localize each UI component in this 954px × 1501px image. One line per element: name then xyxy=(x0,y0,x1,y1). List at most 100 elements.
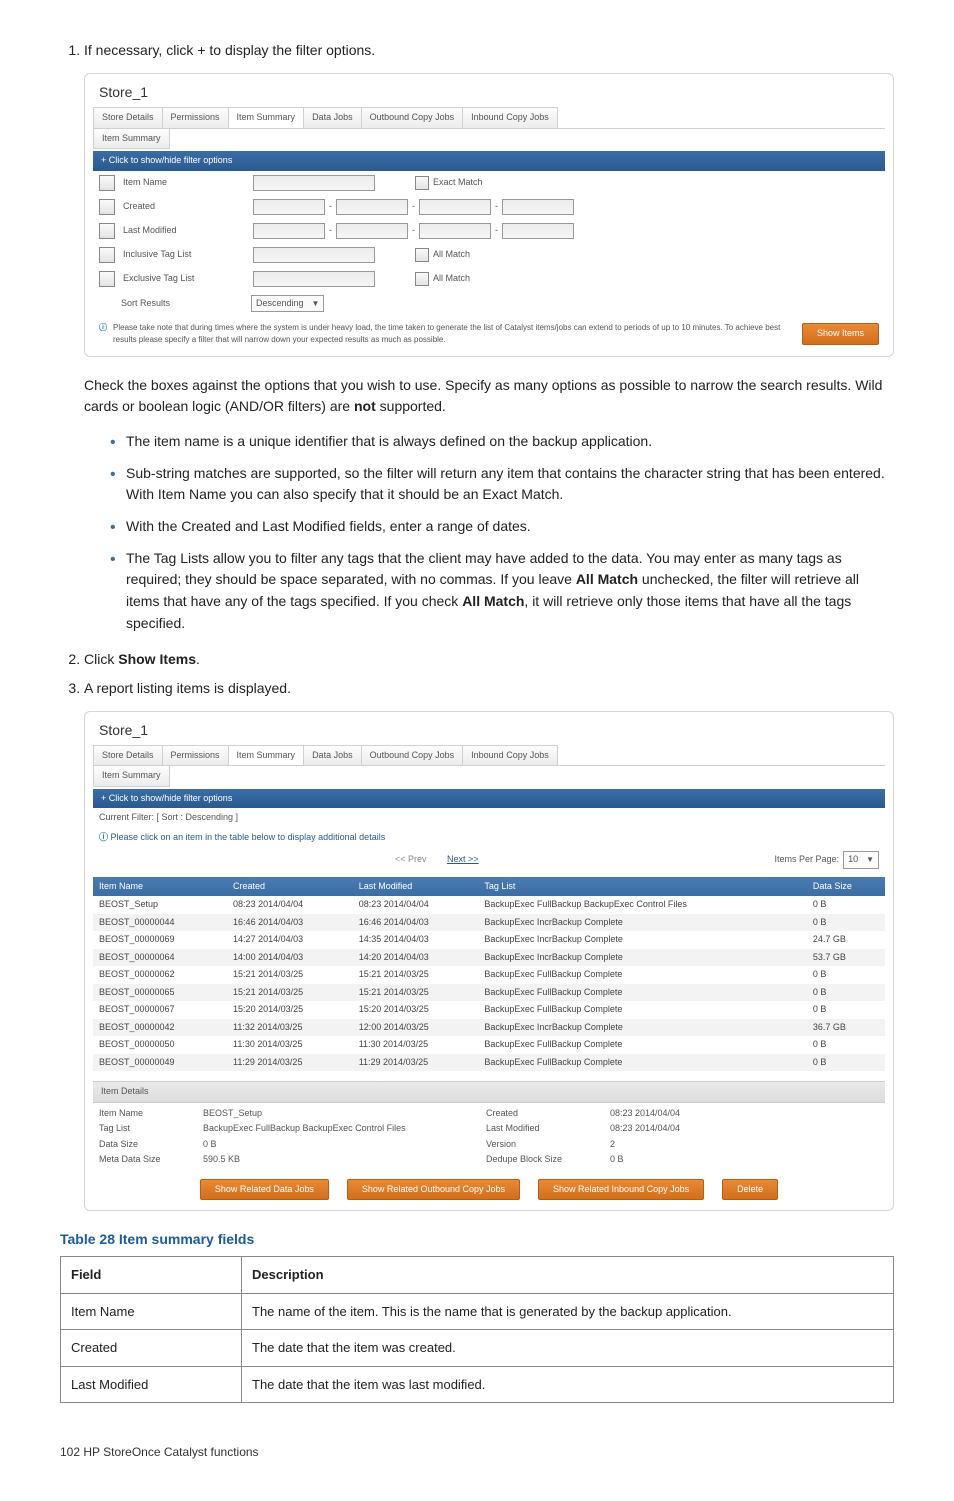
tab-outbound[interactable]: Outbound Copy Jobs xyxy=(362,107,464,128)
checkbox-inclusive-tags[interactable] xyxy=(99,247,115,263)
btn-related-outbound[interactable]: Show Related Outbound Copy Jobs xyxy=(347,1179,520,1201)
table-row[interactable]: BEOST_0000004416:46 2014/04/0316:46 2014… xyxy=(93,914,885,932)
table-cell: 08:23 2014/04/04 xyxy=(227,896,353,914)
th-item-name[interactable]: Item Name xyxy=(93,877,227,897)
th-created[interactable]: Created xyxy=(227,877,353,897)
table-caption: Table 28 Item summary fields xyxy=(60,1229,894,1250)
table-cell: 0 B xyxy=(807,896,885,914)
table-row[interactable]: BEOST_0000005011:30 2014/03/2511:30 2014… xyxy=(93,1036,885,1054)
input-created-from-d[interactable] xyxy=(253,199,325,215)
checkbox-exact-match[interactable] xyxy=(415,176,429,190)
table-cell: 24.7 GB xyxy=(807,931,885,949)
tab-permissions[interactable]: Permissions xyxy=(163,107,229,128)
table-row[interactable]: BEOST_0000006215:21 2014/03/2515:21 2014… xyxy=(93,966,885,984)
tab2-data-jobs[interactable]: Data Jobs xyxy=(304,745,362,766)
checkbox-item-name[interactable] xyxy=(99,175,115,191)
table-cell: BEOST_00000062 xyxy=(93,966,227,984)
tab-item-summary[interactable]: Item Summary xyxy=(229,107,305,128)
dl-data-size: Data Size xyxy=(99,1138,189,1152)
screenshot-items-report: Store_1 Store Details Permissions Item S… xyxy=(84,711,894,1212)
page-footer: 102 HP StoreOnce Catalyst functions xyxy=(60,1443,894,1461)
tab-row: Store Details Permissions Item Summary D… xyxy=(93,107,885,129)
input-inclusive-tags[interactable] xyxy=(253,247,375,263)
filter-row-sort: Sort Results Descending▼ xyxy=(93,291,885,317)
show-items-button[interactable]: Show Items xyxy=(802,323,879,345)
checkbox-last-modified[interactable] xyxy=(99,223,115,239)
table-row[interactable]: BEOST_0000006414:00 2014/04/0314:20 2014… xyxy=(93,949,885,967)
th-last-modified[interactable]: Last Modified xyxy=(353,877,479,897)
subtab2-item-summary[interactable]: Item Summary xyxy=(93,766,170,787)
filter-row-item-name: Item Name Exact Match xyxy=(93,171,885,195)
checkbox-exc-all-match[interactable] xyxy=(415,272,429,286)
table-row[interactable]: BEOST_Setup08:23 2014/04/0408:23 2014/04… xyxy=(93,896,885,914)
label-inc-all-match: All Match xyxy=(433,248,470,262)
input-exclusive-tags[interactable] xyxy=(253,271,375,287)
btn-related-inbound[interactable]: Show Related Inbound Copy Jobs xyxy=(538,1179,704,1201)
filter-toggle-bar[interactable]: + Click to show/hide filter options xyxy=(93,151,885,171)
items-per-page-select[interactable]: 10▼ xyxy=(843,851,879,869)
input-lm-from-t[interactable] xyxy=(336,223,408,239)
table-cell: BEOST_00000067 xyxy=(93,1001,227,1019)
dl-created: Created xyxy=(486,1107,596,1121)
tab-store-details[interactable]: Store Details xyxy=(93,107,163,128)
checkbox-exclusive-tags[interactable] xyxy=(99,271,115,287)
checkbox-inc-all-match[interactable] xyxy=(415,248,429,262)
table-cell: 36.7 GB xyxy=(807,1019,885,1037)
next-link[interactable]: Next >> xyxy=(447,854,479,864)
table-row[interactable]: BEOST_0000006715:20 2014/03/2515:20 2014… xyxy=(93,1001,885,1019)
input-created-from-t[interactable] xyxy=(336,199,408,215)
table-row[interactable]: BEOST_0000006914:27 2014/04/0314:35 2014… xyxy=(93,931,885,949)
dl-item-name: Item Name xyxy=(99,1107,189,1121)
tab2-store-details[interactable]: Store Details xyxy=(93,745,163,766)
input-created-to-t[interactable] xyxy=(502,199,574,215)
input-lm-to-d[interactable] xyxy=(419,223,491,239)
table-cell: 11:30 2014/03/25 xyxy=(227,1036,353,1054)
tab2-permissions[interactable]: Permissions xyxy=(163,745,229,766)
store-title2: Store_1 xyxy=(99,720,885,741)
th-tag-list[interactable]: Tag List xyxy=(478,877,807,897)
table-cell: 11:29 2014/03/25 xyxy=(227,1054,353,1072)
tab2-inbound[interactable]: Inbound Copy Jobs xyxy=(463,745,558,766)
tab2-outbound[interactable]: Outbound Copy Jobs xyxy=(362,745,464,766)
prev-link[interactable]: << Prev xyxy=(395,854,427,864)
input-lm-from-d[interactable] xyxy=(253,223,325,239)
item-detail-grid: Item Name BEOST_Setup Created 08:23 2014/0… xyxy=(93,1103,885,1171)
tab2-item-summary[interactable]: Item Summary xyxy=(229,745,305,766)
table-cell: BackupExec IncrBackup Complete xyxy=(478,931,807,949)
items-header-row: Item Name Created Last Modified Tag List… xyxy=(93,877,885,897)
paragraph-check-boxes: Check the boxes against the options that… xyxy=(84,375,894,417)
input-created-to-d[interactable] xyxy=(419,199,491,215)
tab-data-jobs[interactable]: Data Jobs xyxy=(304,107,362,128)
filter-row-created: Created - - - xyxy=(93,195,885,219)
dv-item-name: BEOST_Setup xyxy=(203,1107,472,1121)
btn-delete[interactable]: Delete xyxy=(722,1179,778,1201)
bullet-3: With the Created and Last Modified field… xyxy=(110,516,894,538)
table-cell: 14:27 2014/04/03 xyxy=(227,931,353,949)
tab-inbound[interactable]: Inbound Copy Jobs xyxy=(463,107,558,128)
select-sort[interactable]: Descending▼ xyxy=(251,295,324,313)
table-cell: BEOST_00000064 xyxy=(93,949,227,967)
input-item-name[interactable] xyxy=(253,175,375,191)
dv-version: 2 xyxy=(610,1138,879,1152)
info-icon-2: ⓘ xyxy=(99,832,108,842)
filter-toggle-bar2[interactable]: + Click to show/hide filter options xyxy=(93,789,885,809)
input-lm-to-t[interactable] xyxy=(502,223,574,239)
dv-last-modified: 08:23 2014/04/04 xyxy=(610,1122,879,1136)
table-cell: 15:21 2014/03/25 xyxy=(227,966,353,984)
label-last-modified: Last Modified xyxy=(123,224,253,238)
table-row[interactable]: BEOST_0000004911:29 2014/03/2511:29 2014… xyxy=(93,1054,885,1072)
label-sort-results: Sort Results xyxy=(121,297,251,311)
item-details-header: Item Details xyxy=(93,1081,885,1103)
description-table: Field Description Item NameThe name of t… xyxy=(60,1256,894,1403)
table-row[interactable]: BEOST_0000004211:32 2014/03/2512:00 2014… xyxy=(93,1019,885,1037)
btn-related-data-jobs[interactable]: Show Related Data Jobs xyxy=(200,1179,329,1201)
dl-last-modified: Last Modified xyxy=(486,1122,596,1136)
table-cell: 15:21 2014/03/25 xyxy=(353,984,479,1002)
dth-field: Field xyxy=(61,1257,242,1294)
table-cell: BackupExec FullBackup Complete xyxy=(478,966,807,984)
checkbox-created[interactable] xyxy=(99,199,115,215)
th-data-size[interactable]: Data Size xyxy=(807,877,885,897)
table-row[interactable]: BEOST_0000006515:21 2014/03/2515:21 2014… xyxy=(93,984,885,1002)
subtab-item-summary[interactable]: Item Summary xyxy=(93,129,170,150)
hint-row: ⓘ Please click on an item in the table b… xyxy=(93,828,885,848)
